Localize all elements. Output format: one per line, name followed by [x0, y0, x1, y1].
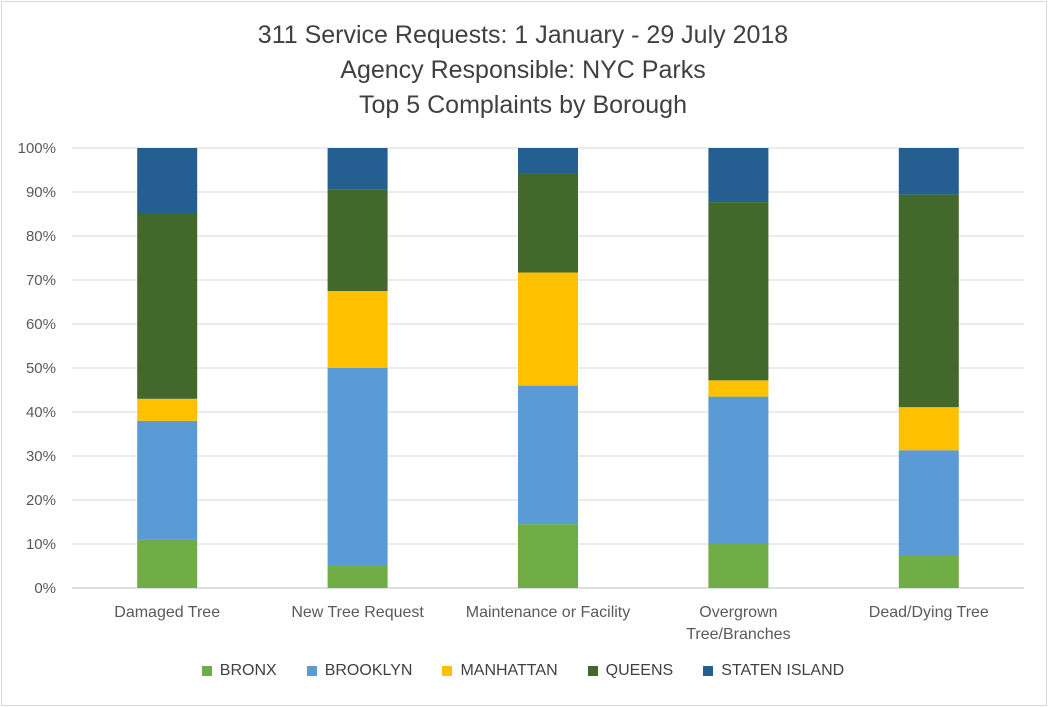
legend-item: STATEN ISLAND	[703, 662, 844, 680]
bar-segment-manhattan	[137, 398, 198, 421]
y-tick-label: 50%	[26, 360, 56, 377]
bar-segment-bronx	[518, 524, 578, 588]
bar-segment-bronx	[327, 566, 388, 588]
bar-segment-brooklyn	[327, 368, 388, 566]
bar-segment-queens	[708, 202, 769, 381]
y-tick-label: 10%	[26, 536, 56, 553]
bar-segment-manhattan	[898, 407, 959, 451]
y-tick-label: 70%	[26, 272, 56, 289]
bar-segment-queens	[898, 194, 959, 408]
legend-label: STATEN ISLAND	[721, 662, 845, 679]
bar-segment-manhattan	[327, 291, 388, 368]
chart-title-line-3: Top 5 Complaints by Borough	[359, 91, 687, 119]
y-tick-label: 40%	[26, 404, 56, 421]
bar-segment-bronx	[137, 539, 198, 588]
chart-title: 311 Service Requests: 1 January - 29 Jul…	[0, 18, 1046, 123]
legend-item: BROOKLYN	[306, 662, 413, 680]
chart-legend: BRONX BROOKLYN MANHATTAN QUEENS STATEN ISLAN…	[0, 662, 1046, 680]
y-tick-label: 0%	[34, 580, 56, 597]
x-tick-label: Damaged Tree	[114, 604, 220, 621]
legend-label: QUEENS	[605, 662, 674, 679]
legend-swatch	[442, 666, 453, 676]
legend-item: MANHATTAN	[442, 662, 558, 680]
y-tick-label: 30%	[26, 448, 56, 465]
bar-segment-staten-island	[327, 148, 388, 190]
bar-segment-brooklyn	[898, 450, 959, 555]
legend-swatch	[587, 666, 598, 676]
bar-segment-bronx	[708, 544, 769, 588]
chart-title-line-1: 311 Service Requests: 1 January - 29 Jul…	[257, 21, 789, 49]
y-tick-label: 100%	[18, 140, 56, 157]
bar-segment-staten-island	[898, 148, 959, 195]
x-tick-label: Overgrown Tree/Branches	[686, 604, 790, 643]
y-tick-label: 80%	[26, 228, 56, 245]
bar-segment-brooklyn	[137, 420, 198, 540]
bar-segment-staten-island	[137, 148, 198, 214]
legend-label: MANHATTAN	[460, 662, 558, 679]
legend-item: QUEENS	[587, 662, 674, 680]
bar-segment-queens	[137, 214, 198, 399]
legend-swatch	[306, 666, 317, 676]
legend-label: BRONX	[219, 662, 277, 679]
bar-segment-staten-island	[518, 148, 578, 174]
bar-segment-queens	[518, 173, 578, 273]
bar-segment-brooklyn	[518, 385, 578, 525]
bar-segment-manhattan	[708, 380, 769, 397]
x-tick-label: Dead/Dying Tree	[869, 604, 989, 621]
legend-swatch	[201, 666, 212, 676]
x-tick-label: New Tree Request	[291, 604, 424, 621]
legend-swatch	[703, 666, 714, 676]
bar-segment-brooklyn	[708, 396, 769, 544]
y-tick-label: 90%	[26, 184, 56, 201]
bar-segment-queens	[327, 189, 388, 291]
x-tick-label: Maintenance or Facility	[466, 604, 631, 621]
legend-label: BROOKLYN	[324, 662, 413, 679]
chart-title-line-2: Agency Responsible: NYC Parks	[340, 56, 706, 84]
y-tick-label: 60%	[26, 316, 56, 333]
bar-segment-staten-island	[708, 148, 769, 203]
bar-segment-manhattan	[518, 272, 578, 386]
legend-item: BRONX	[201, 662, 277, 680]
bar-segment-bronx	[898, 555, 959, 588]
y-tick-label: 20%	[26, 492, 56, 509]
